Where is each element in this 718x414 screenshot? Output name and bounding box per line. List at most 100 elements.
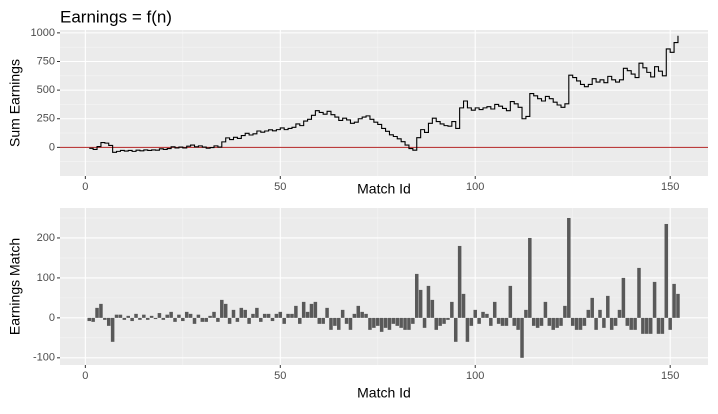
- bar: [372, 317, 376, 328]
- bar: [559, 317, 563, 326]
- y-axis-title: Earnings Match: [7, 238, 23, 335]
- bar: [563, 305, 567, 318]
- bar: [485, 313, 489, 318]
- bar: [317, 317, 322, 324]
- bar: [625, 317, 630, 326]
- chart-title: Earnings = f(n): [60, 7, 172, 26]
- bar: [356, 305, 361, 318]
- bar: [621, 277, 626, 318]
- bar: [598, 309, 602, 318]
- y-tick-label: -100: [33, 352, 55, 364]
- bar: [243, 309, 247, 318]
- y-tick-label: 100: [37, 272, 55, 284]
- x-tick-label: 100: [466, 370, 484, 382]
- bar: [453, 317, 458, 342]
- bar: [399, 317, 403, 328]
- bar: [286, 313, 290, 318]
- bar: [282, 317, 286, 324]
- bar: [149, 315, 154, 318]
- bar: [270, 317, 275, 322]
- panel-background: [60, 208, 708, 365]
- bar: [668, 317, 672, 330]
- bar: [294, 305, 298, 318]
- bar: [274, 313, 279, 318]
- bar: [676, 293, 680, 318]
- bar: [251, 313, 255, 318]
- y-tick-label: 750: [37, 55, 55, 67]
- bar: [457, 245, 462, 318]
- bar: [169, 311, 173, 318]
- bar: [570, 317, 575, 326]
- bar: [153, 317, 158, 320]
- bar: [142, 314, 146, 318]
- y-tick-label: 0: [49, 312, 55, 324]
- bar: [555, 317, 559, 328]
- bar: [426, 285, 431, 318]
- bar: [407, 317, 411, 330]
- x-tick-label: 100: [466, 181, 484, 193]
- y-tick-label: 0: [49, 141, 55, 153]
- bar: [235, 317, 240, 322]
- bar: [192, 317, 197, 324]
- bar: [87, 317, 91, 322]
- bar: [403, 317, 407, 330]
- bar: [126, 315, 130, 318]
- bar: [500, 317, 505, 326]
- bar: [528, 237, 532, 318]
- y-tick-label: 200: [37, 232, 55, 244]
- bar: [165, 314, 169, 318]
- bar: [652, 281, 657, 318]
- bar: [430, 299, 435, 318]
- y-tick-label: 500: [37, 84, 55, 96]
- bar: [134, 313, 138, 318]
- bar: [204, 317, 208, 322]
- y-axis-title: Sum Earnings: [7, 59, 23, 147]
- bar: [259, 317, 263, 322]
- bar: [173, 317, 177, 322]
- bar: [298, 317, 302, 324]
- bar: [633, 317, 637, 330]
- bar: [602, 317, 606, 328]
- bar: [629, 317, 633, 330]
- bar: [364, 313, 368, 318]
- bar: [531, 317, 536, 326]
- bar: [106, 317, 111, 326]
- bar: [492, 301, 497, 318]
- bar: [508, 285, 513, 318]
- x-tick-label: 150: [661, 181, 679, 193]
- bar: [340, 309, 345, 318]
- bar: [469, 317, 474, 326]
- x-tick-label: 50: [274, 181, 286, 193]
- bar: [368, 317, 372, 330]
- bar: [520, 317, 524, 358]
- bar: [220, 299, 224, 318]
- bar: [446, 317, 450, 320]
- x-tick-label: 150: [661, 370, 679, 382]
- bar: [387, 317, 392, 330]
- bar: [422, 317, 427, 328]
- bar: [110, 317, 115, 342]
- bar: [567, 217, 571, 318]
- bar: [383, 317, 388, 328]
- bar: [196, 314, 201, 318]
- bar: [247, 317, 251, 324]
- bar: [99, 303, 103, 318]
- bar: [477, 317, 481, 324]
- bar: [301, 301, 306, 318]
- x-axis-title: Match Id: [357, 181, 411, 197]
- bar: [481, 311, 485, 318]
- bar: [578, 317, 583, 330]
- bar: [524, 309, 528, 318]
- bar: [91, 317, 95, 322]
- x-tick-label: 50: [274, 370, 286, 382]
- bar: [411, 317, 415, 324]
- bar: [138, 317, 142, 320]
- bar: [118, 314, 123, 318]
- y-tick-label: 1000: [31, 27, 55, 39]
- bar: [586, 309, 591, 318]
- bar: [200, 317, 205, 322]
- bar: [95, 307, 99, 318]
- bar: [321, 317, 325, 324]
- bar: [434, 317, 438, 330]
